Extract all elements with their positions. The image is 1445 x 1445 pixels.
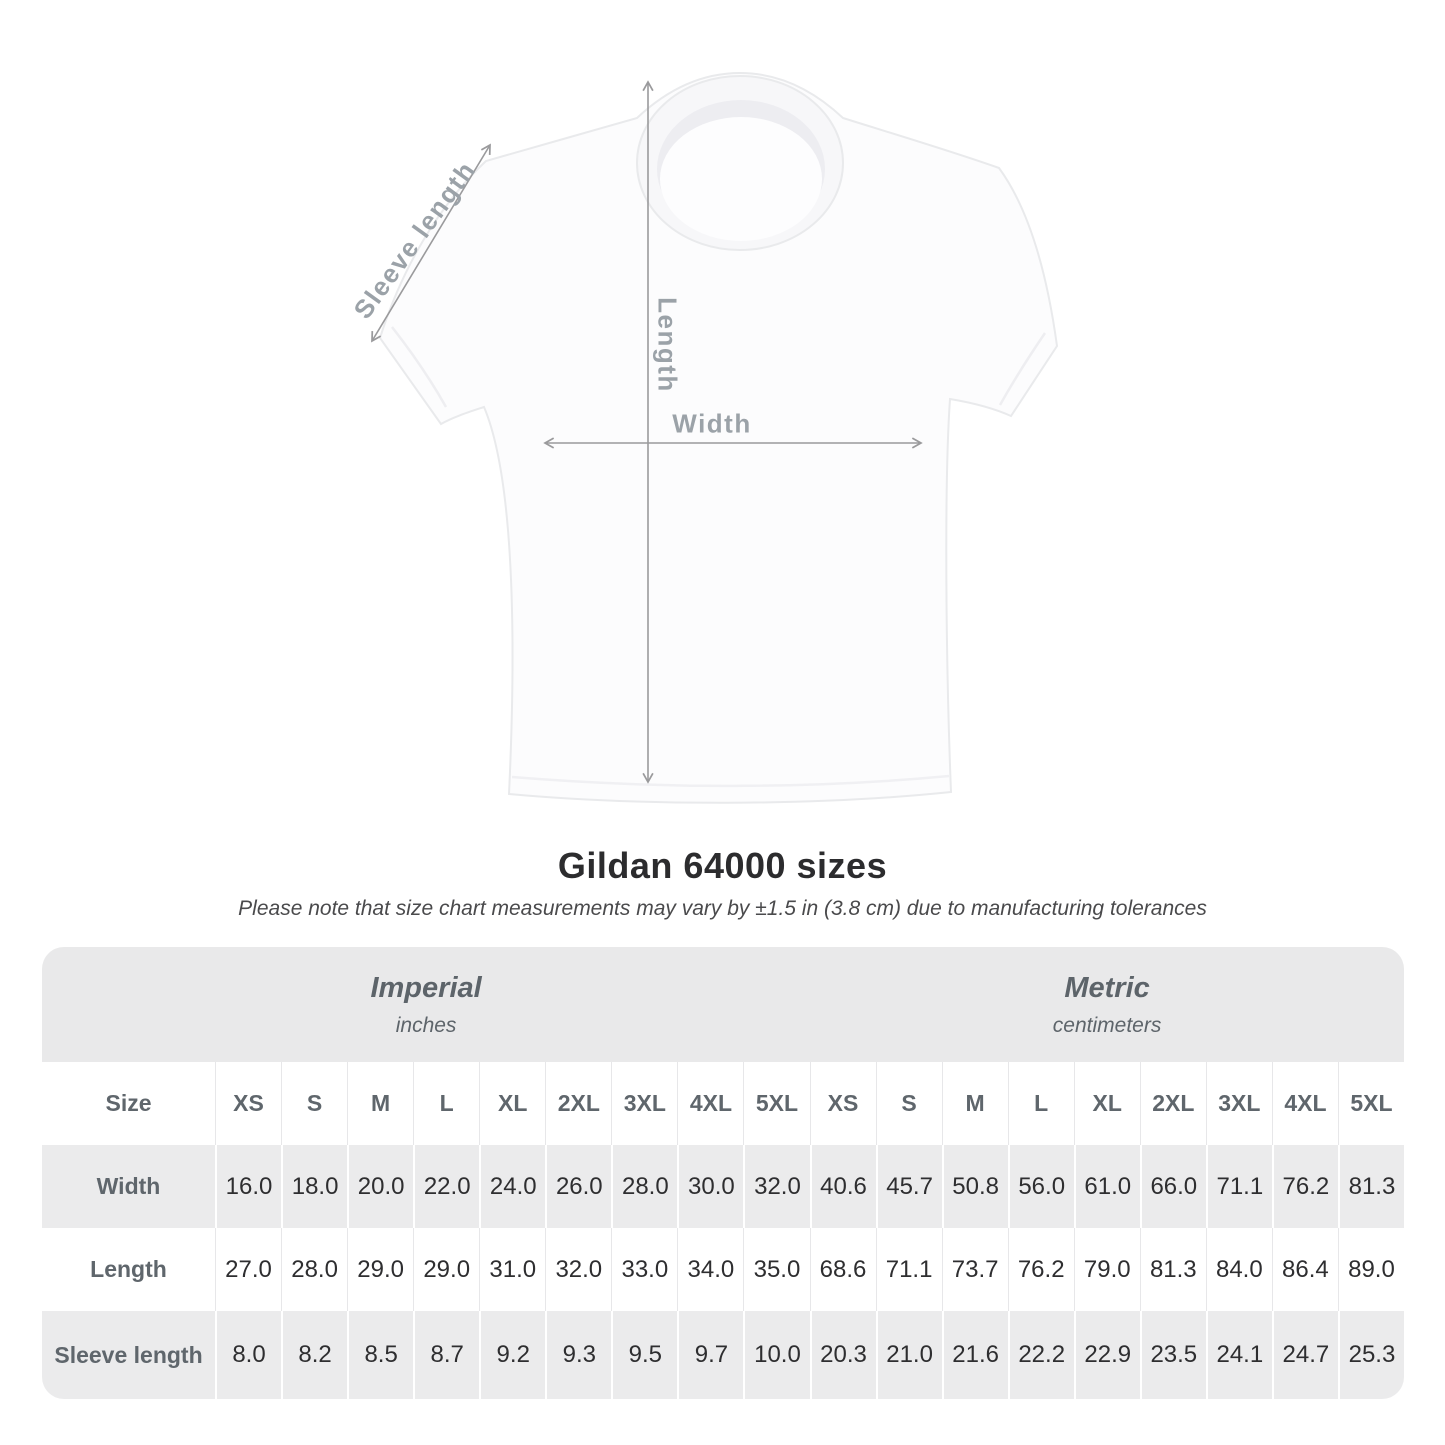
row-length-cell: 86.4 <box>1271 1228 1338 1311</box>
row-width-cell: 18.0 <box>281 1145 347 1228</box>
row-sleeve-length-cell: 8.7 <box>413 1311 479 1399</box>
row-sleeve-length: Sleeve length 8.0 8.2 8.5 8.7 9.2 9.3 9.5 9.7 10.… <box>42 1311 1404 1399</box>
length-label: Length <box>652 297 683 393</box>
size-header-row-cell: XS <box>809 1062 876 1145</box>
width-label: Width <box>672 408 752 439</box>
measurement-arrows <box>371 80 923 784</box>
row-width-cell: 30.0 <box>677 1145 743 1228</box>
row-width-cell: 50.8 <box>941 1145 1008 1228</box>
size-header-row-cell: XS <box>215 1062 281 1145</box>
row-width-cell: 45.7 <box>875 1145 942 1228</box>
row-width-label: Width <box>96 1173 161 1199</box>
row-sleeve-length-cell: 9.2 <box>479 1311 545 1399</box>
row-sleeve-length-cell: 22.2 <box>1007 1311 1074 1399</box>
size-header-row-label: Size <box>105 1090 152 1116</box>
size-table: Imperial inches Metric centimeters Size X… <box>42 947 1404 1399</box>
row-length-cell: 33.0 <box>611 1228 677 1311</box>
size-header-row-cell: 3XL <box>1205 1062 1272 1145</box>
row-length-cell: 73.7 <box>941 1228 1008 1311</box>
row-sleeve-length-cell: 22.9 <box>1073 1311 1140 1399</box>
row-width-cell: 26.0 <box>545 1145 611 1228</box>
row-width-cell: 76.2 <box>1271 1145 1338 1228</box>
row-width-cell: 22.0 <box>413 1145 479 1228</box>
size-header-row-cell: XL <box>1073 1062 1140 1145</box>
row-length-cell: 29.0 <box>347 1228 413 1311</box>
row-width-cell: 20.0 <box>347 1145 413 1228</box>
size-header-row-cell: 2XL <box>1139 1062 1206 1145</box>
size-header-row-cell: XL <box>479 1062 545 1145</box>
tolerance-note: Please note that size chart measurements… <box>238 897 1207 920</box>
row-sleeve-length-cell: 9.5 <box>611 1311 677 1399</box>
row-length-cell: 34.0 <box>677 1228 743 1311</box>
metric-label: Metric <box>1064 971 1150 1004</box>
row-length-cell: 79.0 <box>1073 1228 1140 1311</box>
row-length-label: Length <box>90 1256 167 1282</box>
sleeve-arrow <box>371 143 491 343</box>
row-width-cell: 32.0 <box>743 1145 809 1228</box>
size-header-row-cell: 4XL <box>1271 1062 1338 1145</box>
row-sleeve-length-cell: 20.3 <box>809 1311 876 1399</box>
size-header-row-cell: S <box>875 1062 942 1145</box>
row-length-cell: 28.0 <box>281 1228 347 1311</box>
table-header-band: Imperial inches Metric centimeters <box>42 947 1404 1062</box>
row-sleeve-length-label: Sleeve length <box>54 1341 203 1368</box>
row-width-cell: 81.3 <box>1337 1145 1404 1228</box>
row-width-cell: 71.1 <box>1205 1145 1272 1228</box>
row-width: Width 16.0 18.0 20.0 22.0 24.0 26.0 28.0 30.0 32.… <box>42 1145 1404 1228</box>
row-width-cell: 24.0 <box>479 1145 545 1228</box>
row-length-cell: 68.6 <box>809 1228 876 1311</box>
size-header-row-cell: 2XL <box>545 1062 611 1145</box>
size-header-row-cell: 3XL <box>611 1062 677 1145</box>
row-sleeve-length-cell: 9.7 <box>677 1311 743 1399</box>
row-width-cell: 61.0 <box>1073 1145 1140 1228</box>
row-width-cell: 16.0 <box>215 1145 281 1228</box>
row-width-cell: 40.6 <box>809 1145 876 1228</box>
row-length-cell: 35.0 <box>743 1228 809 1311</box>
imperial-header: Imperial inches <box>42 947 810 1062</box>
metric-header: Metric centimeters <box>810 947 1404 1062</box>
size-header-row: Size XS S M L XL 2XL 3XL 4XL 5XL XS S M L XL 2XL 3XL 4XL 5… <box>42 1062 1404 1145</box>
size-header-row-cell: 4XL <box>677 1062 743 1145</box>
size-header-row-cell: L <box>1007 1062 1074 1145</box>
row-sleeve-length-cell: 24.1 <box>1205 1311 1272 1399</box>
size-header-row-cell: M <box>941 1062 1008 1145</box>
row-length-cell: 81.3 <box>1139 1228 1206 1311</box>
row-sleeve-length-cell: 25.3 <box>1337 1311 1404 1399</box>
size-header-row-cell: 5XL <box>743 1062 809 1145</box>
imperial-unit: inches <box>395 1013 457 1037</box>
row-length-cell: 27.0 <box>215 1228 281 1311</box>
tshirt-image <box>371 71 1059 804</box>
size-header-row-cell: S <box>281 1062 347 1145</box>
row-length: Length 27.0 28.0 29.0 29.0 31.0 32.0 33.0 34.0 35… <box>42 1228 1404 1311</box>
row-sleeve-length-cell: 8.2 <box>281 1311 347 1399</box>
row-sleeve-length-cell: 23.5 <box>1139 1311 1206 1399</box>
row-length-cell: 76.2 <box>1007 1228 1074 1311</box>
page-title: Gildan 64000 sizes <box>557 845 888 886</box>
table-body: Size XS S M L XL 2XL 3XL 4XL 5XL XS S M L XL 2XL 3XL 4XL 5… <box>42 1062 1404 1399</box>
size-header-row-cell: M <box>347 1062 413 1145</box>
row-length-cell: 71.1 <box>875 1228 942 1311</box>
row-sleeve-length-cell: 8.5 <box>347 1311 413 1399</box>
row-length-cell: 29.0 <box>413 1228 479 1311</box>
row-sleeve-length-cell: 24.7 <box>1271 1311 1338 1399</box>
row-width-cell: 56.0 <box>1007 1145 1074 1228</box>
row-sleeve-length-cell: 21.0 <box>875 1311 942 1399</box>
row-length-cell: 31.0 <box>479 1228 545 1311</box>
row-width-cell: 28.0 <box>611 1145 677 1228</box>
row-length-cell: 32.0 <box>545 1228 611 1311</box>
row-sleeve-length-cell: 21.6 <box>941 1311 1008 1399</box>
row-sleeve-length-cell: 9.3 <box>545 1311 611 1399</box>
tshirt-figure: Sleeve length Length Width <box>340 55 1100 825</box>
row-length-cell: 89.0 <box>1337 1228 1404 1311</box>
metric-unit: centimeters <box>1052 1013 1162 1037</box>
row-length-cell: 84.0 <box>1205 1228 1272 1311</box>
size-header-row-cell: L <box>413 1062 479 1145</box>
size-header-row-cell: 5XL <box>1337 1062 1404 1145</box>
row-sleeve-length-cell: 8.0 <box>215 1311 281 1399</box>
row-sleeve-length-cell: 10.0 <box>743 1311 809 1399</box>
imperial-label: Imperial <box>370 971 482 1004</box>
row-width-cell: 66.0 <box>1139 1145 1206 1228</box>
